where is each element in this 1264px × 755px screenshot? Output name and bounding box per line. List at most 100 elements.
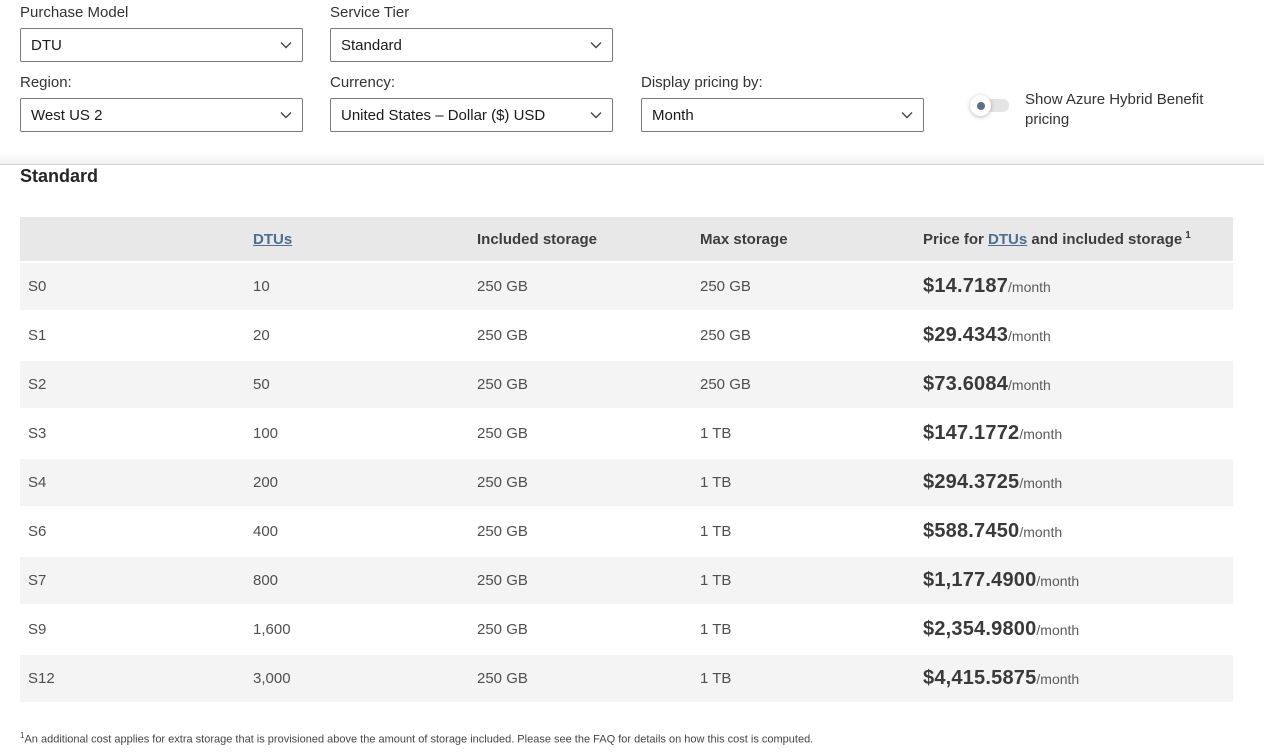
dtus-cell: 50 (253, 376, 270, 393)
included-storage-cell: 250 GB (477, 670, 528, 687)
dtus-cell: 10 (253, 278, 270, 295)
footnote-marker: 1 (20, 731, 25, 740)
table-row: S7 800 250 GB 1 TB $1,177.4900/month (20, 555, 1233, 604)
tier-cell: S6 (28, 523, 47, 540)
section-title: Standard (20, 166, 99, 186)
price-cell: $14.7187/month (923, 275, 1233, 298)
price-header-prefix: Price for (923, 231, 989, 248)
header-price: Price for DTUs and included storage 1 (923, 230, 1233, 248)
price-unit: /month (1036, 573, 1080, 589)
price-unit: /month (1036, 622, 1080, 638)
table-row: S12 3,000 250 GB 1 TB $4,415.5875/month (20, 653, 1233, 702)
tier-cell: S4 (28, 474, 47, 491)
max-storage-cell: 250 GB (700, 327, 751, 344)
price-amount: $294.3725 (923, 471, 1020, 493)
chevron-down-icon (901, 111, 913, 119)
price-amount: $73.6084 (923, 373, 1009, 395)
price-cell: $294.3725/month (923, 471, 1233, 494)
included-storage-cell: 250 GB (477, 327, 528, 344)
dtus-cell: 200 (253, 474, 279, 491)
max-storage-cell: 250 GB (700, 278, 751, 295)
tier-cell: S12 (28, 670, 55, 687)
included-storage-cell: 250 GB (477, 425, 528, 442)
dtus-cell: 100 (253, 425, 279, 442)
table-row: S6 400 250 GB 1 TB $588.7450/month (20, 506, 1233, 555)
price-header-suffix: and included storage (1027, 231, 1183, 248)
service-tier-label: Service Tier (330, 4, 410, 21)
price-amount: $1,177.4900 (923, 569, 1037, 591)
region-field: Region: West US 2 (20, 74, 303, 132)
footnote: 1An additional cost applies for extra st… (20, 731, 813, 746)
dtus-link[interactable]: DTUs (988, 231, 1028, 248)
table-row: S9 1,600 250 GB 1 TB $2,354.9800/month (20, 604, 1233, 653)
included-storage-cell: 250 GB (477, 376, 528, 393)
tier-cell: S0 (28, 278, 47, 295)
chevron-down-icon (590, 41, 602, 49)
price-cell: $1,177.4900/month (923, 569, 1233, 592)
region-select[interactable]: West US 2 (20, 98, 303, 132)
table-row: S3 100 250 GB 1 TB $147.1772/month (20, 408, 1233, 457)
max-storage-cell: 1 TB (700, 572, 732, 589)
price-unit: /month (1036, 671, 1080, 687)
max-storage-cell: 250 GB (700, 376, 751, 393)
price-cell: $29.4343/month (923, 324, 1233, 347)
display-pricing-by-select[interactable]: Month (641, 98, 924, 132)
max-storage-cell: 1 TB (700, 670, 732, 687)
price-unit: /month (1008, 328, 1051, 344)
max-storage-cell: 1 TB (700, 474, 732, 491)
included-storage-cell: 250 GB (477, 572, 528, 589)
price-unit: /month (1019, 524, 1063, 540)
currency-value: United States – Dollar ($) USD (341, 106, 546, 124)
included-storage-cell: 250 GB (477, 523, 528, 540)
table-row: S2 50 250 GB 250 GB $73.6084/month (20, 359, 1233, 408)
chevron-down-icon (280, 111, 292, 119)
max-storage-cell: 1 TB (700, 425, 732, 442)
tier-cell: S1 (28, 327, 47, 344)
price-cell: $147.1772/month (923, 422, 1233, 445)
service-tier-select[interactable]: Standard (330, 28, 613, 62)
section-divider (0, 164, 1264, 165)
price-cell: $73.6084/month (923, 373, 1233, 396)
price-amount: $14.7187 (923, 275, 1009, 297)
max-storage-cell: 1 TB (700, 621, 732, 638)
price-footnote-marker: 1 (1185, 230, 1191, 241)
price-unit: /month (1019, 475, 1063, 491)
purchase-model-value: DTU (31, 36, 62, 54)
max-storage-cell: 1 TB (700, 523, 732, 540)
purchase-model-label: Purchase Model (20, 4, 129, 21)
price-cell: $588.7450/month (923, 520, 1233, 543)
dtus-link[interactable]: DTUs (253, 230, 293, 248)
table-row: S4 200 250 GB 1 TB $294.3725/month (20, 457, 1233, 506)
included-storage-cell: 250 GB (477, 621, 528, 638)
footnote-text: An additional cost applies for extra sto… (24, 733, 814, 746)
currency-select[interactable]: United States – Dollar ($) USD (330, 98, 613, 132)
price-amount: $4,415.5875 (923, 667, 1037, 689)
service-tier-value: Standard (341, 36, 402, 54)
dtus-cell: 1,600 (253, 621, 291, 638)
purchase-model-field: Purchase Model DTU (20, 4, 303, 62)
price-amount: $588.7450 (923, 520, 1020, 542)
price-cell: $2,354.9800/month (923, 618, 1233, 641)
pricing-table: DTUs Included storage Max storage Price … (20, 217, 1233, 702)
table-row: S1 20 250 GB 250 GB $29.4343/month (20, 310, 1233, 359)
price-cell: $4,415.5875/month (923, 667, 1233, 690)
table-header-row: DTUs Included storage Max storage Price … (20, 217, 1233, 261)
display-pricing-by-value: Month (652, 106, 694, 124)
region-label: Region: (20, 74, 72, 91)
dtus-cell: 20 (253, 327, 270, 344)
price-amount: $29.4343 (923, 324, 1009, 346)
price-amount: $2,354.9800 (923, 618, 1037, 640)
section-divider-shadow (0, 152, 1264, 164)
tier-cell: S7 (28, 572, 47, 589)
included-storage-cell: 250 GB (477, 278, 528, 295)
region-value: West US 2 (31, 106, 103, 124)
chevron-down-icon (590, 111, 602, 119)
table-row: S0 10 250 GB 250 GB $14.7187/month (20, 261, 1233, 310)
currency-label: Currency: (330, 74, 396, 91)
tier-cell: S2 (28, 376, 47, 393)
hybrid-benefit-toggle[interactable] (970, 94, 1010, 116)
included-storage-cell: 250 GB (477, 474, 528, 491)
purchase-model-select[interactable]: DTU (20, 28, 303, 62)
tier-cell: S9 (28, 621, 47, 638)
